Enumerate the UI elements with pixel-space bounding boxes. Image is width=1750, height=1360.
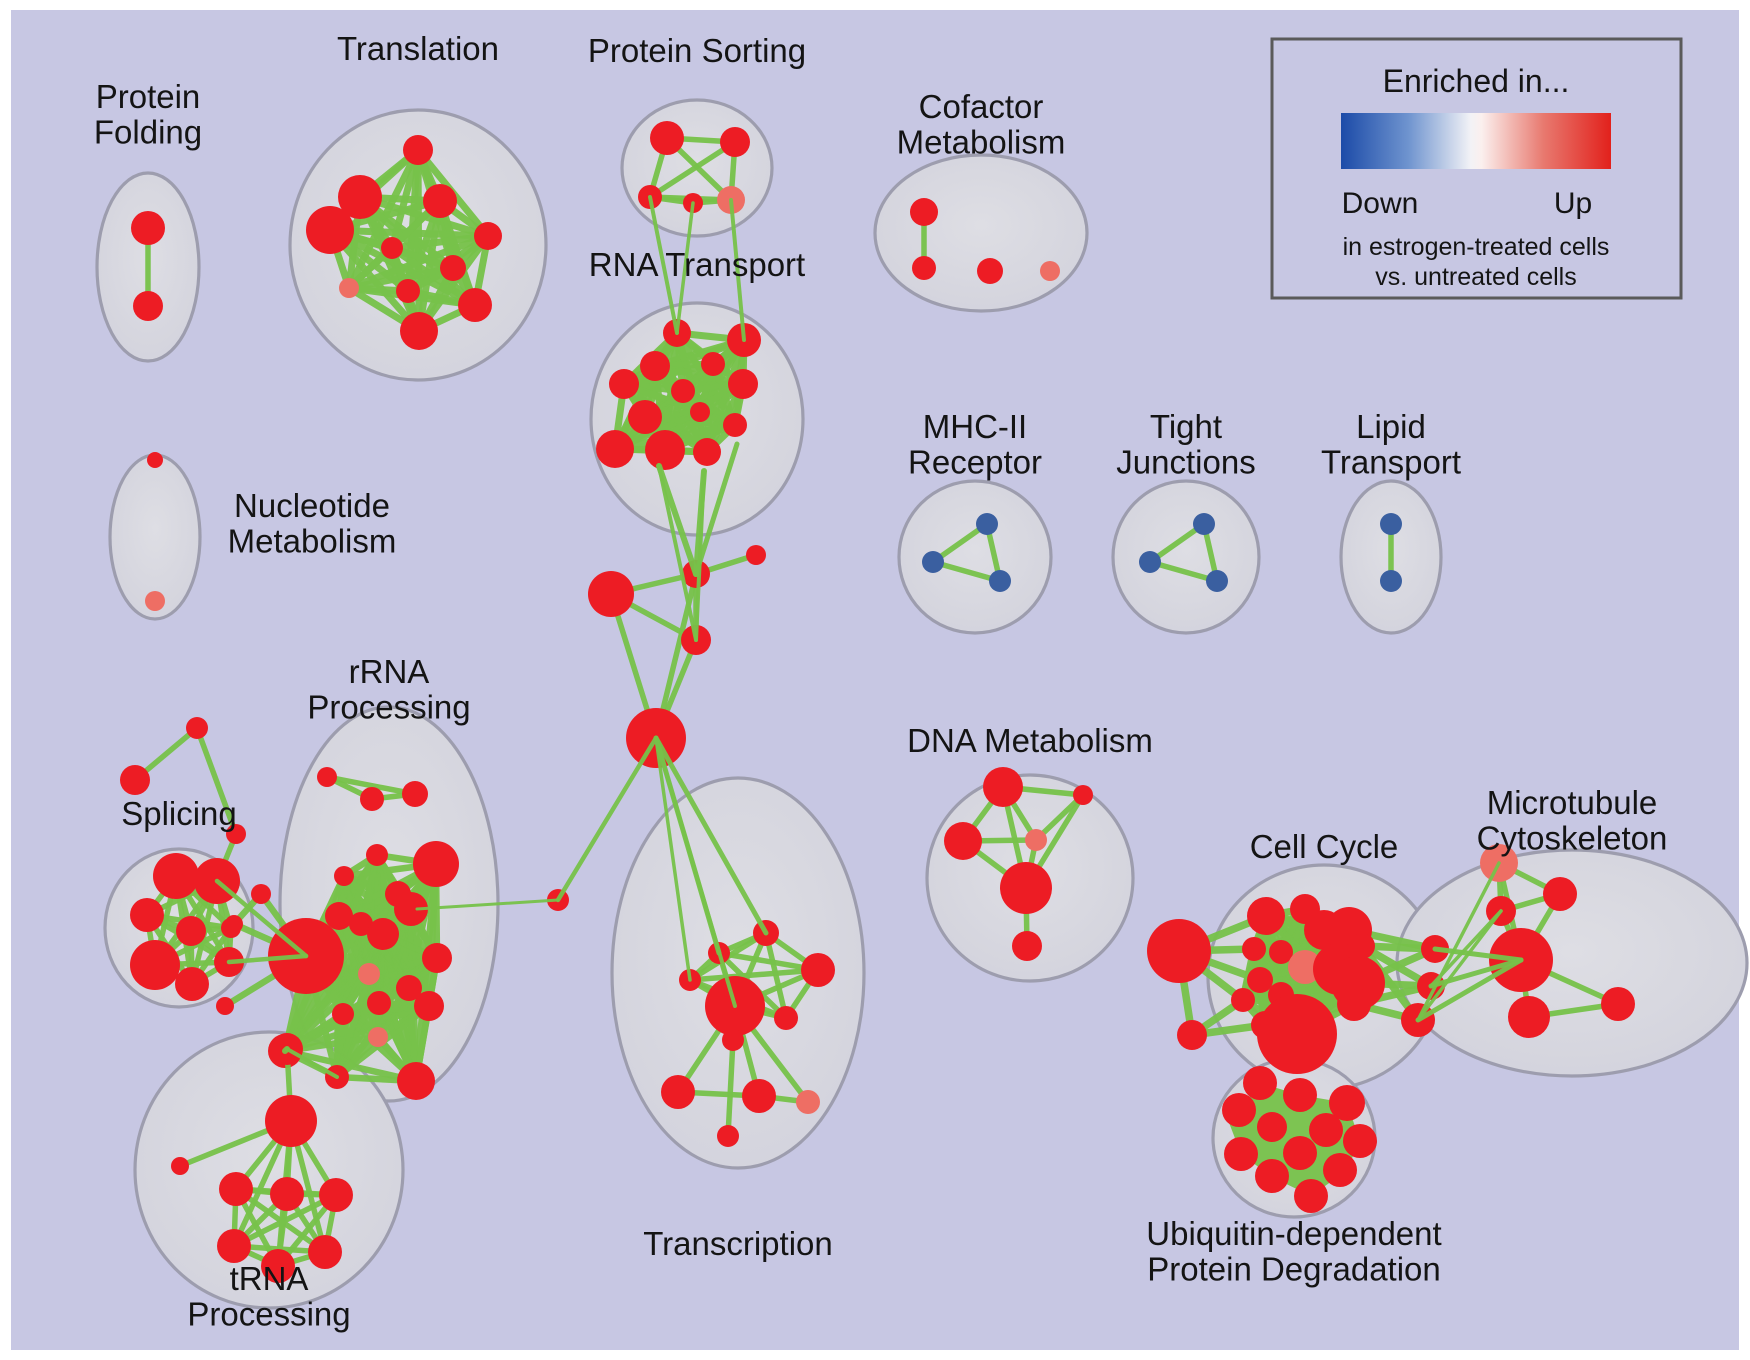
svg-text:Enriched in...: Enriched in... <box>1383 63 1570 99</box>
svg-text:Down: Down <box>1342 187 1419 220</box>
svg-text:Translation: Translation <box>337 30 499 67</box>
svg-text:Transcription: Transcription <box>643 1225 833 1262</box>
svg-text:DNA Metabolism: DNA Metabolism <box>907 722 1153 759</box>
svg-text:vs. untreated cells: vs. untreated cells <box>1375 263 1577 291</box>
svg-text:in estrogen-treated cells: in estrogen-treated cells <box>1343 233 1610 261</box>
svg-text:Up: Up <box>1554 187 1592 220</box>
svg-text:Splicing: Splicing <box>121 795 237 832</box>
svg-text:Protein Sorting: Protein Sorting <box>588 32 806 69</box>
svg-text:RNA Transport: RNA Transport <box>589 246 805 283</box>
svg-text:Cell Cycle: Cell Cycle <box>1250 828 1399 865</box>
